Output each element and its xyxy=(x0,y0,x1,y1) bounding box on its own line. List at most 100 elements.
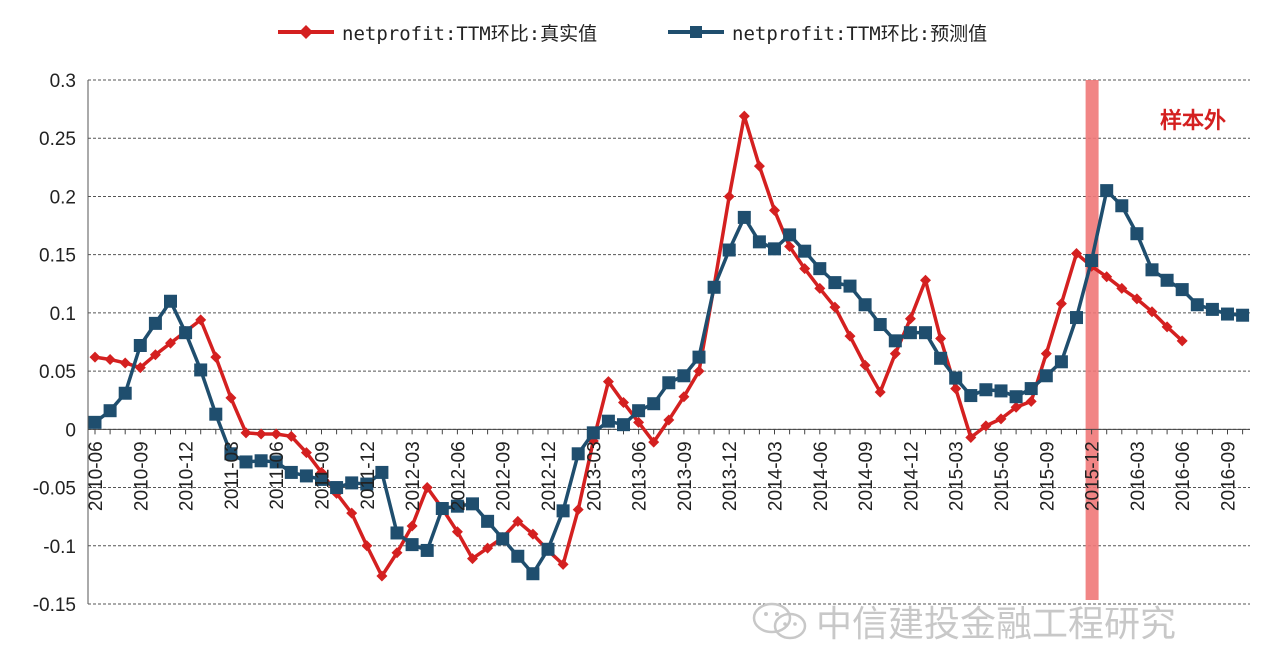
axes xyxy=(87,80,1250,604)
x-tick-label: 2014-09 xyxy=(856,441,877,511)
data-point xyxy=(783,228,797,242)
data-point xyxy=(888,334,902,348)
legend-label-forecast: netprofit:TTM环比:预测值 xyxy=(732,22,988,45)
data-point xyxy=(209,407,223,421)
data-point xyxy=(1070,311,1083,325)
legend-swatch-actual xyxy=(278,25,334,39)
data-point xyxy=(950,383,962,395)
data-point xyxy=(904,313,916,325)
data-point xyxy=(89,351,101,363)
series-forecast xyxy=(88,184,1250,581)
data-point xyxy=(979,383,993,397)
data-point xyxy=(738,110,750,122)
data-point xyxy=(482,542,494,554)
x-tick-label: 2012-09 xyxy=(494,441,515,511)
data-point xyxy=(769,204,780,216)
data-point xyxy=(617,418,630,432)
data-point xyxy=(1116,282,1128,294)
y-tick-label: 0.25 xyxy=(39,129,76,150)
data-point xyxy=(1025,395,1037,407)
data-point xyxy=(104,353,116,365)
data-point xyxy=(799,263,811,275)
data-point xyxy=(602,376,614,388)
data-point xyxy=(1085,253,1099,267)
x-tick-label: 2010-09 xyxy=(131,441,152,511)
data-point xyxy=(1145,263,1159,277)
x-tick-label: 2010-12 xyxy=(177,441,198,511)
x-tick-label: 2011-09 xyxy=(313,441,334,509)
legend: netprofit:TTM环比:真实值 netprofit:TTM环比:预测值 xyxy=(0,14,1275,50)
y-tick-label: 0.05 xyxy=(39,362,76,383)
y-tick-label: -0.1 xyxy=(43,537,76,558)
legend-swatch-forecast xyxy=(668,26,724,38)
x-tick-label: 2012-12 xyxy=(539,441,560,511)
data-point xyxy=(889,348,901,360)
data-point xyxy=(662,376,676,390)
data-point xyxy=(677,369,691,383)
data-point xyxy=(1040,348,1052,360)
x-tick-label: 2013-03 xyxy=(584,441,605,511)
data-point xyxy=(949,371,963,385)
data-point xyxy=(1161,321,1173,333)
x-tick-label: 2014-03 xyxy=(766,441,787,511)
data-point xyxy=(557,558,569,570)
data-point xyxy=(737,210,751,224)
data-point xyxy=(1190,298,1204,312)
data-point xyxy=(1071,248,1082,260)
data-point xyxy=(1101,271,1113,283)
data-point xyxy=(1100,184,1114,198)
data-point xyxy=(225,392,237,404)
data-point xyxy=(707,280,721,294)
x-tick-label: 2014-12 xyxy=(901,441,922,511)
wechat-icon xyxy=(752,602,807,640)
data-point xyxy=(406,520,418,532)
data-point xyxy=(1009,390,1023,404)
data-point xyxy=(814,282,826,294)
data-point xyxy=(722,243,736,257)
data-point xyxy=(133,338,147,352)
data-point xyxy=(224,447,238,461)
data-point xyxy=(693,365,705,377)
x-tick-label: 2016-03 xyxy=(1128,441,1149,511)
data-point xyxy=(118,386,132,400)
data-point xyxy=(859,359,871,371)
data-point xyxy=(903,326,917,340)
data-point xyxy=(995,413,1007,425)
y-tick-label: 0.2 xyxy=(50,187,76,208)
data-point xyxy=(752,235,766,249)
x-tick-label: 2016-09 xyxy=(1219,441,1240,511)
x-tick-label: 2013-12 xyxy=(720,441,741,511)
data-point xyxy=(692,350,706,364)
data-point xyxy=(194,363,208,377)
y-tick-label: 0.1 xyxy=(50,304,76,325)
data-point xyxy=(1175,283,1189,297)
data-point xyxy=(285,430,297,442)
data-point xyxy=(723,190,735,202)
x-tick-label: 2015-12 xyxy=(1083,441,1104,511)
x-tick-label: 2015-03 xyxy=(947,441,968,511)
data-point xyxy=(964,389,978,403)
data-point xyxy=(798,244,812,258)
data-point xyxy=(511,549,525,563)
x-tick-label: 2013-06 xyxy=(630,441,651,511)
data-point xyxy=(467,553,478,565)
highlight-band xyxy=(1085,80,1099,600)
data-point xyxy=(345,476,359,490)
data-point xyxy=(119,357,131,369)
data-point xyxy=(239,455,253,469)
data-point xyxy=(512,515,524,527)
x-tick-label: 2015-09 xyxy=(1037,441,1058,511)
data-point xyxy=(753,160,765,172)
watermark-text: 中信建投金融工程研究 xyxy=(816,603,1177,644)
out-of-sample-band xyxy=(1085,80,1099,600)
data-point xyxy=(586,426,600,440)
data-point xyxy=(1130,227,1144,241)
data-point xyxy=(240,427,252,439)
out-of-sample-label: 样本外 xyxy=(1160,108,1226,133)
x-tick-label: 2011-03 xyxy=(222,441,243,509)
y-tick-label: 0 xyxy=(65,420,76,441)
grid-lines xyxy=(88,79,1250,605)
data-point xyxy=(1039,369,1053,383)
data-point xyxy=(527,528,539,540)
